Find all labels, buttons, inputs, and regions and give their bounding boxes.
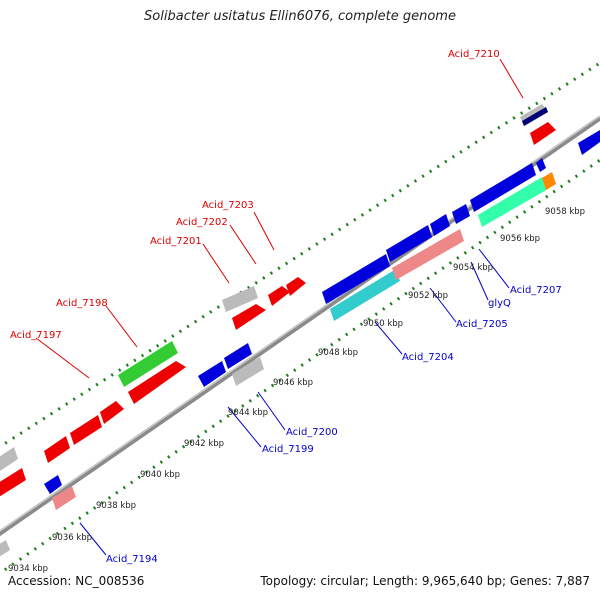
tick-label: 9040 kbp [140, 470, 180, 480]
gene-label[interactable]: Acid_7207 [510, 285, 562, 296]
gene-label[interactable]: Acid_7202 [176, 217, 228, 228]
gene-label[interactable]: Acid_7205 [456, 319, 508, 330]
gene-feature[interactable] [386, 225, 432, 262]
gene-feature[interactable] [128, 361, 186, 404]
gene-feature[interactable] [392, 229, 464, 280]
gc-track-outer [0, 61, 600, 449]
gene-feature[interactable] [578, 130, 600, 155]
gene-feature[interactable] [522, 107, 548, 126]
genome-summary-text: Topology: circular; Length: 9,965,640 bp… [260, 574, 590, 588]
gene-label[interactable]: Acid_7197 [10, 330, 62, 341]
gene-feature[interactable] [542, 172, 556, 190]
gene-label[interactable]: Acid_7198 [56, 298, 108, 309]
gene-feature[interactable] [52, 486, 76, 510]
label-leaders [35, 58, 524, 556]
gene-label[interactable]: Acid_7204 [402, 352, 454, 363]
gene-label[interactable]: Acid_7201 [150, 236, 202, 247]
tick-label: 9046 kbp [273, 378, 313, 388]
gene-label[interactable]: Acid_7210 [448, 49, 500, 60]
accession-text: Accession: NC_008536 [8, 574, 145, 588]
gene-feature[interactable] [322, 254, 390, 304]
gc-track-inner [0, 158, 600, 575]
tick-label: 9058 kbp [545, 207, 585, 217]
map-title: Solibacter usitatus Ellin6076, complete … [144, 9, 456, 24]
tick-label: 9050 kbp [363, 319, 403, 329]
gene-feature[interactable] [0, 540, 10, 560]
gene-feature[interactable] [70, 415, 102, 445]
gene-feature[interactable] [478, 177, 548, 227]
tick-label: 9042 kbp [184, 439, 224, 449]
gene-feature[interactable] [470, 163, 536, 212]
forward-genes [0, 104, 556, 500]
tick-label: 9044 kbp [228, 408, 268, 418]
gene-label[interactable]: Acid_7194 [106, 554, 158, 565]
gene-feature[interactable] [222, 286, 258, 312]
gene-feature[interactable] [44, 436, 70, 463]
tick-label: 9038 kbp [96, 501, 136, 511]
gene-feature[interactable] [44, 475, 62, 494]
gene-feature[interactable] [232, 304, 266, 330]
tick-label: 9054 kbp [453, 263, 493, 273]
gene-label[interactable]: Acid_7199 [262, 444, 314, 455]
tick-label: 9034 kbp [8, 564, 48, 574]
gene-feature[interactable] [0, 447, 18, 475]
gene-feature[interactable] [430, 214, 450, 236]
gene-feature[interactable] [0, 468, 26, 500]
gene-label[interactable]: glyQ [488, 298, 511, 309]
gene-labels: Acid_7197 Acid_7198 Acid_7201 Acid_7202 Acid… [10, 49, 562, 565]
gene-feature[interactable] [330, 269, 400, 321]
gene-feature[interactable] [530, 122, 556, 145]
gene-label[interactable]: Acid_7203 [202, 200, 254, 211]
gene-feature[interactable] [232, 357, 264, 386]
gene-feature[interactable] [268, 286, 290, 306]
tick-label: 9056 kbp [500, 234, 540, 244]
gene-feature[interactable] [286, 277, 306, 296]
gene-feature[interactable] [452, 204, 470, 224]
gene-feature[interactable] [198, 361, 226, 387]
tick-labels: 9034 kbp 9036 kbp 9038 kbp 9040 kbp 9042 kbp… [8, 207, 585, 574]
tick-label: 9048 kbp [318, 348, 358, 358]
gene-feature[interactable] [100, 401, 124, 424]
gene-label[interactable]: Acid_7200 [286, 427, 338, 438]
tick-label: 9036 kbp [52, 533, 92, 543]
gene-feature[interactable] [536, 158, 546, 172]
gene-feature[interactable] [118, 341, 178, 387]
tick-label: 9052 kbp [408, 291, 448, 301]
reverse-genes [0, 130, 600, 560]
gene-feature[interactable] [224, 343, 252, 369]
